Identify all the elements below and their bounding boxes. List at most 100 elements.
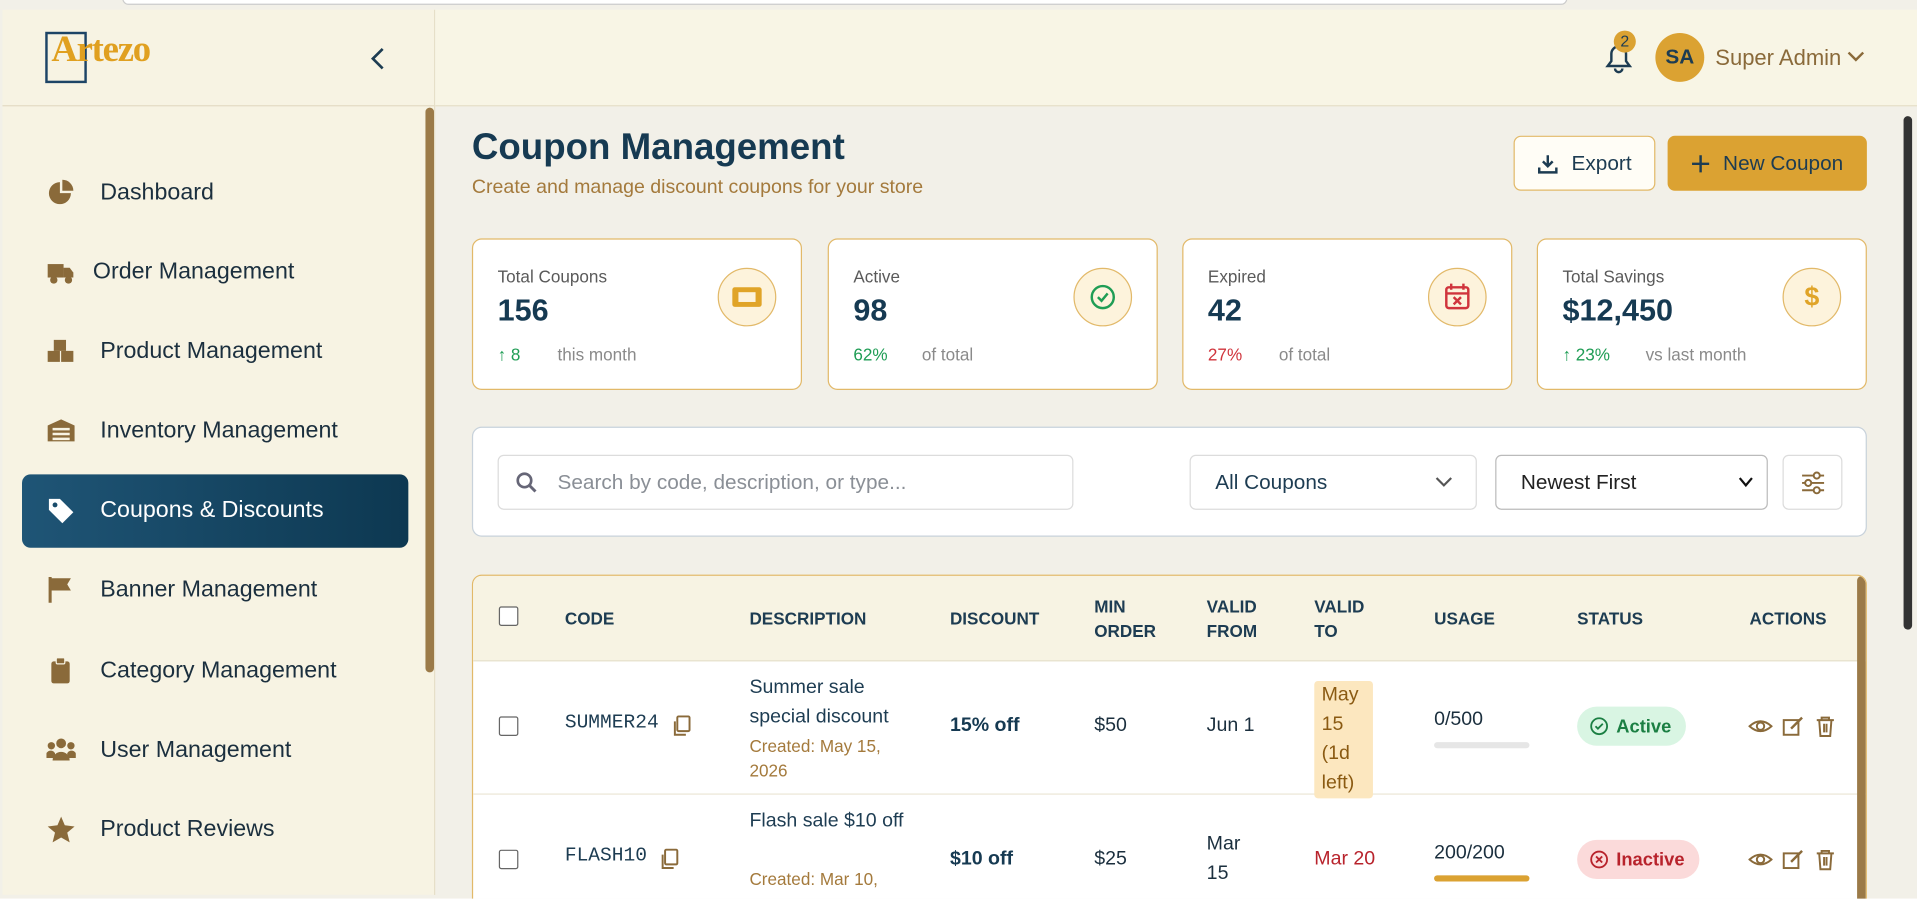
export-button[interactable]: Export	[1513, 135, 1656, 191]
type-select[interactable]: All Coupons	[1189, 454, 1477, 510]
nav-icon	[47, 419, 75, 442]
address-bar	[122, 0, 1568, 5]
edit-button[interactable]	[1781, 848, 1805, 870]
table-row: FLASH10 Flash sale $10 off Created: Mar 10…	[473, 793, 1866, 898]
stat-value: 42	[1207, 293, 1242, 328]
sidebar: Artezo Dashboard Order Management Product …	[2, 9, 436, 895]
logo-frame	[45, 31, 87, 84]
stat-change: 27%	[1207, 344, 1243, 365]
stat-change: 62%	[853, 344, 888, 365]
column-header: ACTIONS	[1749, 608, 1827, 629]
usage-bar	[1434, 875, 1530, 882]
download-icon	[1538, 154, 1559, 173]
stat-icon	[1073, 267, 1133, 327]
valid-from: Mar 15	[1206, 833, 1241, 884]
sort-select[interactable]: Newest First	[1495, 454, 1768, 510]
nav-item[interactable]: Inventory Management	[22, 395, 408, 468]
nav-icon	[48, 179, 74, 205]
select-all-checkbox[interactable]	[498, 606, 519, 626]
stat-label: Total Coupons	[497, 266, 608, 287]
nav-label: Order Management	[92, 259, 295, 285]
nav-label: Banner Management	[100, 577, 318, 603]
row-checkbox[interactable]	[498, 849, 519, 870]
column-header: CODE	[564, 608, 615, 629]
description: Flash sale $10 off	[749, 810, 904, 832]
select-chevron	[1738, 477, 1753, 488]
usage-track	[1434, 742, 1530, 749]
new-coupon-button[interactable]: New Coupon	[1667, 135, 1867, 191]
copy-icon	[673, 715, 691, 736]
stat-label: Total Savings	[1562, 266, 1665, 287]
nav-item[interactable]: User Management	[22, 714, 408, 787]
select-chevron	[1435, 477, 1452, 487]
search-placeholder: Search by code, description, or type...	[557, 470, 907, 494]
min-order: $25	[1094, 848, 1127, 870]
stat-change: ↑ 8	[497, 344, 521, 365]
nav-icon	[47, 816, 75, 843]
nav-item[interactable]: Dashboard	[22, 156, 408, 229]
nav-item[interactable]: Order Management	[22, 236, 408, 309]
status-badge: Active	[1577, 706, 1686, 746]
edit-button[interactable]	[1781, 715, 1805, 737]
stat-card: Total Savings $12,450 ↑ 23% vs last month $	[1536, 238, 1867, 391]
nav-item[interactable]: Product Management	[22, 315, 408, 388]
stat-value: $12,450	[1562, 293, 1673, 328]
nav-item[interactable]: Product Reviews	[22, 793, 408, 866]
copy-icon	[661, 848, 679, 870]
status-badge: Inactive	[1577, 839, 1700, 880]
svg-text:$: $	[1804, 282, 1819, 312]
view-button[interactable]	[1748, 848, 1773, 870]
nav-icon	[51, 657, 70, 684]
nav-item[interactable]: Category Management	[22, 635, 408, 708]
row-checkbox[interactable]	[498, 716, 519, 736]
table-scrollbar	[1857, 575, 1866, 899]
stat-icon-glyph: $	[1804, 282, 1819, 312]
delete-button[interactable]	[1814, 715, 1838, 737]
stat-icon-glyph	[1445, 283, 1470, 310]
nav-label: User Management	[100, 737, 292, 763]
nav-label: Inventory Management	[100, 418, 338, 444]
nav-icon	[48, 577, 71, 603]
view-button[interactable]	[1748, 715, 1773, 737]
column-header: VALID TO	[1314, 596, 1365, 641]
delete-button[interactable]	[1814, 848, 1838, 871]
collapse-button[interactable]	[369, 46, 386, 70]
filter-settings-button[interactable]	[1782, 454, 1843, 510]
sliders-icon	[1801, 470, 1824, 494]
description: Summer sale special discount	[749, 677, 889, 728]
stat-card: Total Coupons 156 ↑ 8 this month	[471, 238, 803, 391]
stat-note: this month	[557, 344, 637, 365]
user-chevron[interactable]	[1847, 50, 1865, 62]
topbar: 2 SA Super Admin	[435, 9, 1917, 107]
created-date: Created: Mar 10,	[749, 869, 878, 889]
min-order: $50	[1094, 715, 1127, 736]
nav-item[interactable]: Banner Management	[22, 554, 408, 627]
stat-note: of total	[1278, 344, 1331, 365]
page-scrollbar	[1903, 116, 1913, 630]
search-input[interactable]: Search by code, description, or type...	[497, 454, 1074, 510]
user-name[interactable]: Super Admin	[1715, 45, 1842, 70]
stat-icon-glyph	[1090, 284, 1115, 310]
stat-label: Active	[853, 266, 900, 287]
brand: Artezo	[51, 29, 151, 70]
logo-bar: Artezo	[2, 10, 435, 107]
export-label: Export	[1571, 150, 1632, 175]
column-header: USAGE	[1434, 608, 1495, 629]
column-header: DESCRIPTION	[749, 608, 867, 629]
nav-icon	[47, 264, 74, 284]
page-subtitle: Create and manage discount coupons for y…	[471, 177, 924, 199]
stat-label: Expired	[1207, 266, 1266, 287]
nav-label: Category Management	[100, 657, 337, 684]
usage: 0/500	[1434, 709, 1484, 730]
stat-note: of total	[921, 344, 974, 365]
nav-item[interactable]: Coupons & Discounts	[22, 474, 409, 548]
nav-icon	[48, 498, 74, 524]
coupons-table: CODE DESCRIPTION DISCOUNT MIN ORDER VALID FR…	[471, 574, 1867, 899]
created-date: Created: May 15, 2026	[749, 735, 881, 781]
stat-icon	[717, 267, 777, 327]
stat-value: 98	[853, 293, 888, 328]
status-label: Inactive	[1616, 849, 1685, 870]
avatar[interactable]: SA	[1655, 33, 1705, 82]
